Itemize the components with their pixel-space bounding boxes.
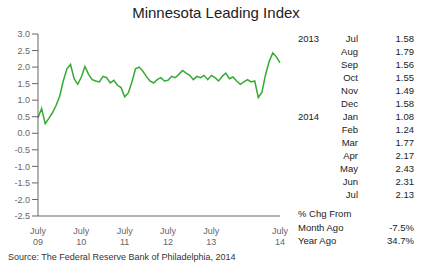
html-text:Jul: Jul — [345, 189, 358, 200]
svg-text:2.0: 2.0 — [17, 62, 30, 72]
html-text:Sep: Sep — [341, 59, 358, 70]
svg-text:July14: July14 — [272, 226, 289, 246]
svg-text:1.0: 1.0 — [17, 95, 30, 105]
html-text:2.43: 2.43 — [395, 163, 414, 174]
html-text:1.58: 1.58 — [395, 98, 414, 109]
svg-text:July13: July13 — [203, 226, 220, 246]
html-text:1.08: 1.08 — [395, 111, 414, 122]
svg-text:-1.5: -1.5 — [14, 178, 30, 188]
html-text:2.31: 2.31 — [395, 176, 414, 187]
html-text:Feb: Feb — [341, 124, 358, 135]
html-text:Aug: Aug — [341, 46, 358, 57]
html-text:1.56: 1.56 — [395, 59, 414, 70]
html-text:1.79: 1.79 — [395, 46, 414, 57]
html-text:1.77: 1.77 — [395, 137, 414, 148]
html-text:Nov: Nov — [341, 85, 358, 96]
html-text:Apr: Apr — [343, 150, 358, 161]
svg-text:3.0: 3.0 — [17, 29, 30, 39]
html-text:2013: 2013 — [298, 33, 320, 44]
html-text:Minnesota Leading Index: Minnesota Leading Index — [132, 4, 300, 21]
svg-text:July12: July12 — [160, 226, 177, 246]
html-text:Source: The Federal Reserve Ba: Source: The Federal Reserve Bank of Phil… — [8, 252, 236, 262]
html-text:Jun: Jun — [342, 176, 358, 187]
html-text:1.49: 1.49 — [395, 85, 414, 96]
svg-text:2.5: 2.5 — [17, 46, 30, 56]
svg-text:July11: July11 — [117, 226, 134, 246]
html-text:2.17: 2.17 — [395, 150, 414, 161]
html-text:Jan: Jan — [342, 111, 358, 122]
html-text:Oct: Oct — [343, 72, 358, 83]
html-text:Dec: Dec — [341, 98, 358, 109]
html-text:Year Ago: Year Ago — [298, 235, 337, 246]
svg-text:July09: July09 — [30, 226, 47, 246]
html-text:-7.5%: -7.5% — [389, 222, 414, 233]
html-text:% Chg From: % Chg From — [298, 208, 352, 219]
svg-text:-1.0: -1.0 — [14, 162, 30, 172]
svg-text:-2.5: -2.5 — [14, 211, 30, 221]
svg-text:0.5: 0.5 — [17, 112, 30, 122]
svg-text:-0.5: -0.5 — [14, 145, 30, 155]
html-text:Month Ago: Month Ago — [298, 222, 344, 233]
html-text:1.24: 1.24 — [395, 124, 414, 135]
html-text:Jul: Jul — [345, 33, 358, 44]
svg-text:1.5: 1.5 — [17, 79, 30, 89]
html-text:2.13: 2.13 — [395, 189, 414, 200]
html-text:Mar: Mar — [341, 137, 358, 148]
html-text:1.55: 1.55 — [395, 72, 414, 83]
html-text:May: May — [340, 163, 358, 174]
html-text:1.58: 1.58 — [395, 33, 414, 44]
svg-text:0.0: 0.0 — [17, 128, 30, 138]
svg-text:-2.0: -2.0 — [14, 195, 30, 205]
html-text:2014: 2014 — [298, 111, 320, 122]
html-text:34.7%: 34.7% — [387, 235, 414, 246]
svg-text:July10: July10 — [73, 226, 90, 246]
